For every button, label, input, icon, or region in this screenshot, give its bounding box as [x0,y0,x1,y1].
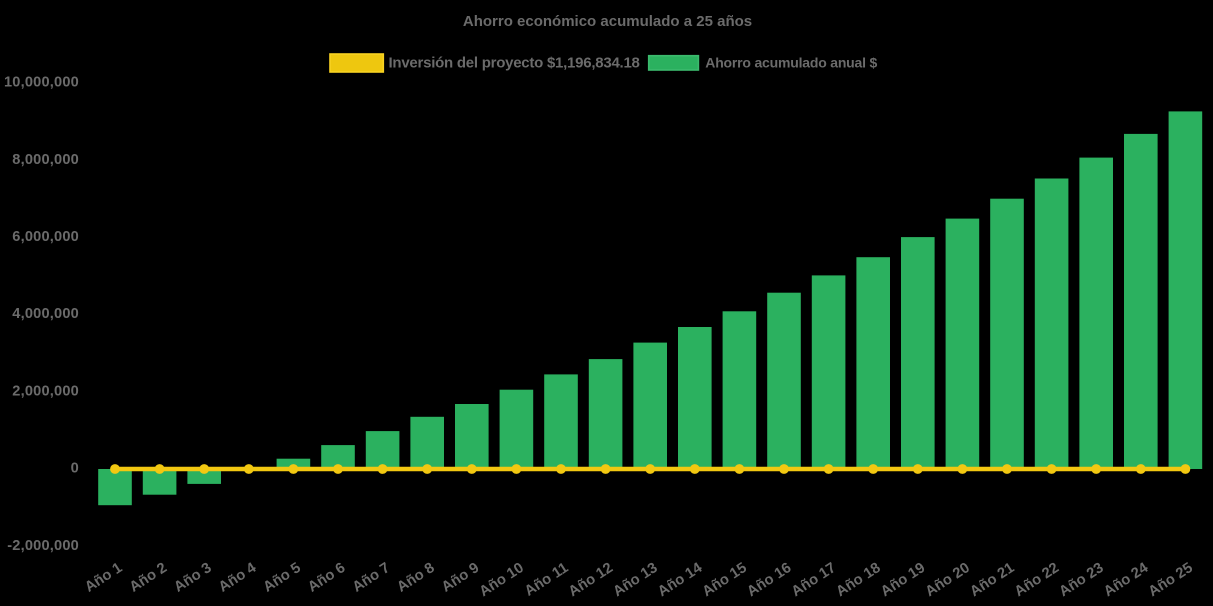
svg-text:8,000,000: 8,000,000 [12,152,79,168]
svg-text:Inversión del proyecto $1,196,: Inversión del proyecto $1,196,834.18 [389,55,640,72]
svg-text:10,000,000: 10,000,000 [4,75,79,91]
svg-text:Ahorro económico acumulado a 2: Ahorro económico acumulado a 25 años [463,13,752,30]
svg-text:6,000,000: 6,000,000 [12,229,79,245]
svg-text:0: 0 [71,461,79,477]
svg-text:4,000,000: 4,000,000 [12,306,79,322]
svg-text:Ahorro acumulado anual $: Ahorro acumulado anual $ [705,55,877,71]
svg-text:2,000,000: 2,000,000 [12,383,79,399]
svg-text:-2,000,000: -2,000,000 [7,538,79,554]
